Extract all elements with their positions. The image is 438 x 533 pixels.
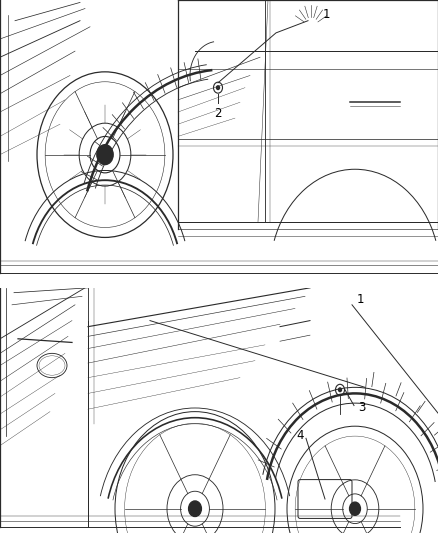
Text: 3: 3 [358,401,366,415]
Circle shape [189,501,201,516]
Circle shape [350,502,360,515]
Text: 4: 4 [296,430,304,442]
Circle shape [97,144,113,165]
Circle shape [216,86,219,90]
Text: 1: 1 [322,8,330,21]
Text: 2: 2 [214,107,222,120]
Text: 1: 1 [356,294,364,306]
Circle shape [339,388,342,392]
